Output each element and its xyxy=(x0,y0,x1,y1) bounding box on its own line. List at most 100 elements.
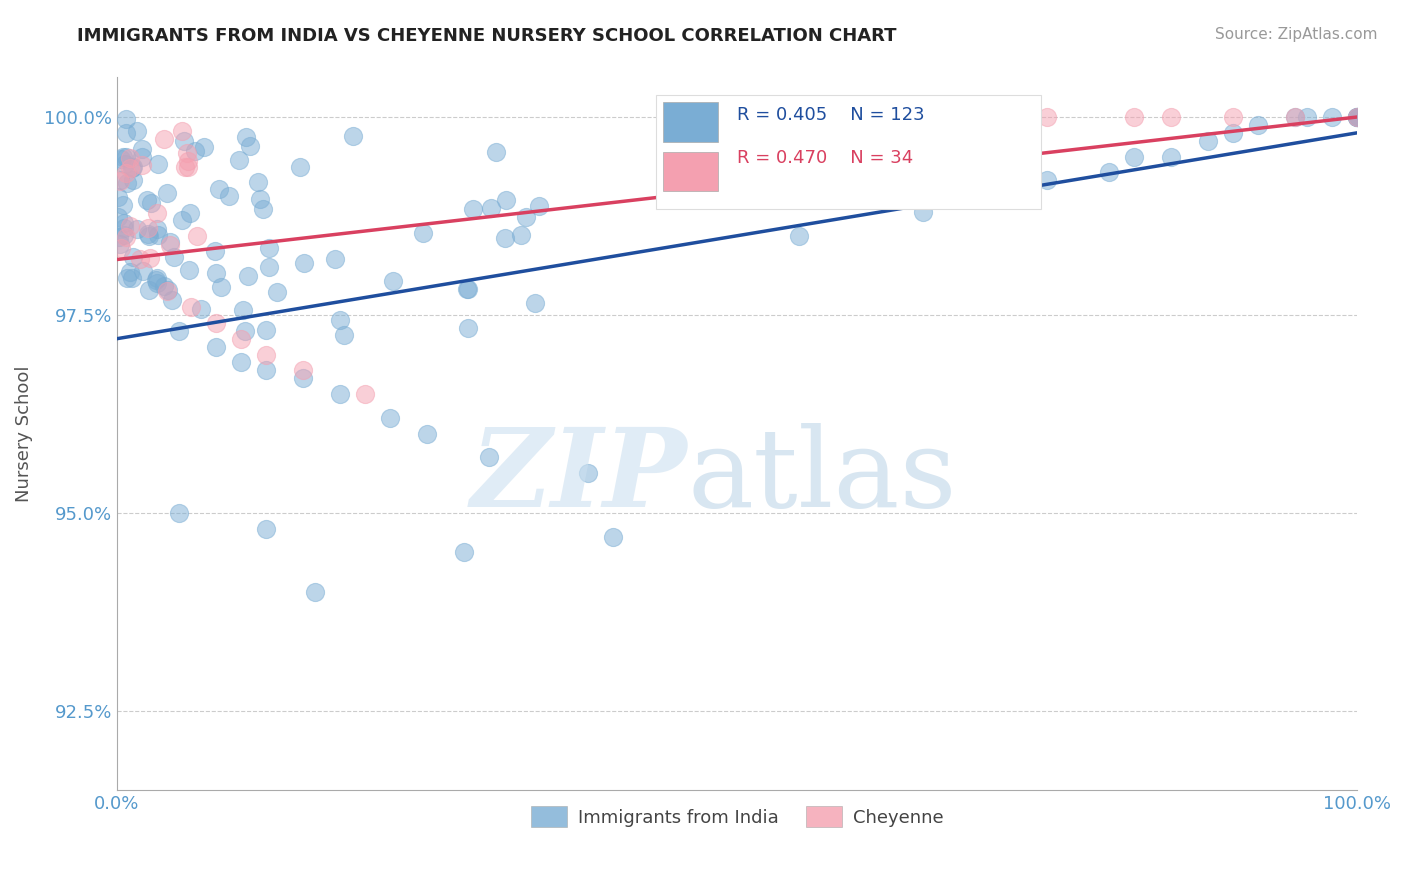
Point xyxy=(170,212,193,227)
Point xyxy=(1346,110,1368,124)
Text: atlas: atlas xyxy=(688,423,957,530)
Text: ZIP: ZIP xyxy=(471,423,688,530)
Point xyxy=(1284,110,1306,124)
Point xyxy=(114,229,136,244)
Y-axis label: Nursery School: Nursery School xyxy=(15,366,32,502)
Point xyxy=(159,238,181,252)
Point xyxy=(329,387,352,401)
Point xyxy=(911,205,934,219)
Point xyxy=(163,250,186,264)
Point xyxy=(1284,110,1306,124)
Point xyxy=(156,186,179,201)
Text: Source: ZipAtlas.com: Source: ZipAtlas.com xyxy=(1215,27,1378,42)
Point xyxy=(121,250,143,264)
Point xyxy=(115,126,138,140)
Point xyxy=(139,251,162,265)
Text: R = 0.470    N = 34: R = 0.470 N = 34 xyxy=(737,149,914,167)
Point xyxy=(110,152,132,166)
Point xyxy=(304,585,326,599)
Point xyxy=(1036,173,1059,187)
Point xyxy=(157,283,180,297)
Point xyxy=(254,522,277,536)
Point xyxy=(186,229,208,244)
Point xyxy=(176,153,198,168)
Point xyxy=(1098,165,1121,179)
Point xyxy=(121,161,143,175)
Point xyxy=(1122,110,1144,124)
Point xyxy=(112,150,135,164)
Bar xyxy=(662,153,718,192)
Point xyxy=(457,321,479,335)
Point xyxy=(108,230,131,244)
Point xyxy=(108,174,131,188)
Point xyxy=(523,295,546,310)
Point xyxy=(146,206,169,220)
Point xyxy=(114,112,136,127)
Point xyxy=(1247,118,1270,132)
Point xyxy=(111,198,134,212)
Point xyxy=(478,450,501,465)
Bar xyxy=(657,95,1040,210)
Text: IMMIGRANTS FROM INDIA VS CHEYENNE NURSERY SCHOOL CORRELATION CHART: IMMIGRANTS FROM INDIA VS CHEYENNE NURSER… xyxy=(77,27,897,45)
Bar xyxy=(662,103,718,142)
Point xyxy=(254,323,277,337)
Point xyxy=(153,278,176,293)
Point xyxy=(235,129,257,144)
Point xyxy=(118,161,141,175)
Point xyxy=(252,202,274,216)
Point xyxy=(205,266,228,280)
Point xyxy=(138,229,160,244)
Point xyxy=(235,324,257,338)
Point xyxy=(173,134,195,148)
Point xyxy=(246,175,269,189)
Point xyxy=(112,227,135,242)
Text: R = 0.405    N = 123: R = 0.405 N = 123 xyxy=(737,106,925,124)
Point xyxy=(112,217,135,231)
Point xyxy=(249,192,271,206)
Point xyxy=(1322,110,1344,124)
Point xyxy=(129,252,152,266)
Point xyxy=(162,293,184,308)
Point xyxy=(382,274,405,288)
Point xyxy=(495,194,517,208)
Point xyxy=(329,313,352,327)
Point xyxy=(127,123,149,137)
Point xyxy=(145,277,167,291)
Point xyxy=(1346,110,1368,124)
Point xyxy=(136,220,159,235)
Point xyxy=(108,173,131,187)
Point xyxy=(153,131,176,145)
Point xyxy=(218,189,240,203)
Point xyxy=(108,236,131,251)
Point xyxy=(1346,110,1368,124)
Point xyxy=(257,241,280,255)
Point xyxy=(527,199,550,213)
Point xyxy=(114,150,136,164)
Point xyxy=(787,228,810,243)
Point xyxy=(135,193,157,207)
Point xyxy=(118,151,141,165)
Point xyxy=(209,279,232,293)
Point xyxy=(190,301,212,316)
Point xyxy=(453,545,475,559)
Point xyxy=(131,142,153,156)
Point xyxy=(115,166,138,180)
Point xyxy=(354,387,377,401)
Point xyxy=(1346,110,1368,124)
Point xyxy=(177,160,200,174)
Point xyxy=(254,347,277,361)
Point xyxy=(121,160,143,174)
Point xyxy=(323,252,346,266)
Point xyxy=(1346,110,1368,124)
Point xyxy=(456,282,478,296)
Point xyxy=(183,145,205,159)
Point xyxy=(159,235,181,250)
Point xyxy=(342,128,364,143)
Point xyxy=(204,244,226,259)
Point xyxy=(333,328,356,343)
Point xyxy=(1197,134,1219,148)
Point xyxy=(115,176,138,190)
Point xyxy=(131,158,153,172)
Point xyxy=(117,271,139,285)
Point xyxy=(232,303,254,318)
